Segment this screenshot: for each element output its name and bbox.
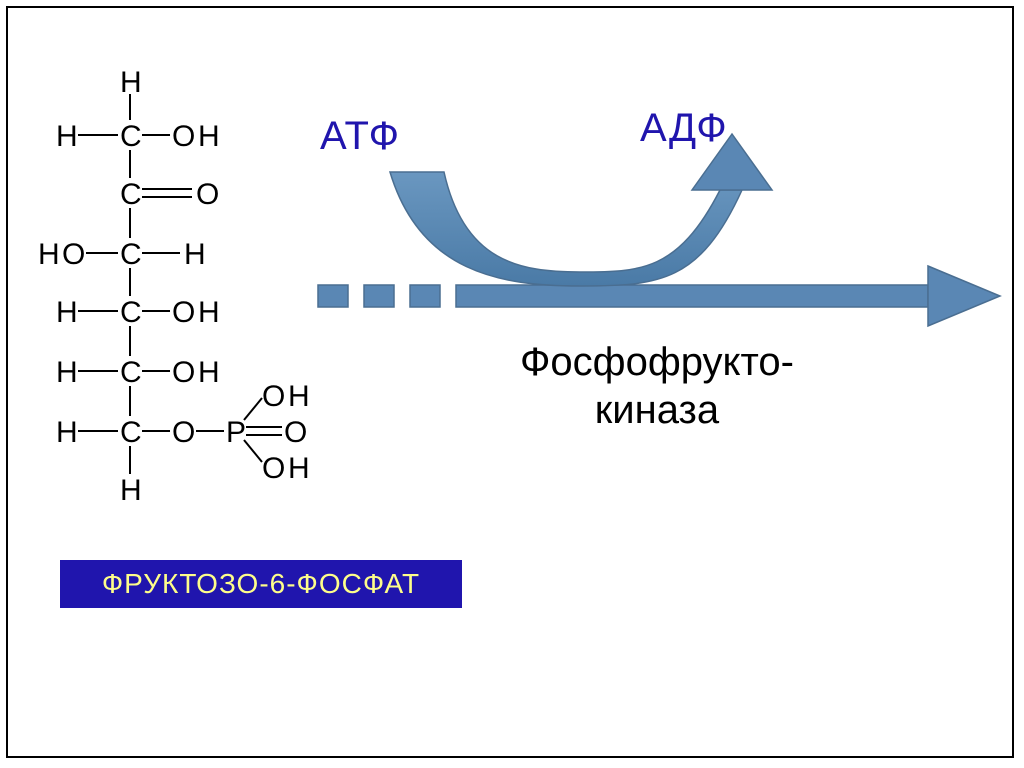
atom-label: H	[288, 454, 310, 484]
bond-horizontal	[246, 426, 282, 428]
bond-horizontal	[246, 434, 282, 436]
atom-label: C	[120, 298, 142, 328]
bond-horizontal	[142, 134, 170, 136]
bond-horizontal	[78, 134, 118, 136]
atom-label: H	[38, 240, 60, 270]
bond-horizontal	[142, 188, 192, 190]
enzyme-label: Фосфофрукто- киназа	[520, 338, 794, 434]
atom-label: C	[120, 240, 142, 270]
bond-vertical	[129, 150, 131, 178]
bond-horizontal	[86, 252, 118, 254]
atom-label: H	[120, 476, 142, 506]
atom-label: H	[198, 122, 220, 152]
atom-label: C	[120, 180, 142, 210]
atom-label: O	[172, 418, 195, 448]
atom-label: H	[56, 418, 78, 448]
atom-label: O	[172, 358, 195, 388]
bond-horizontal	[142, 430, 170, 432]
atom-label: O	[172, 122, 195, 152]
bond-horizontal	[78, 310, 118, 312]
atom-label: C	[120, 418, 142, 448]
bond-vertical	[129, 268, 131, 296]
atom-label: C	[120, 122, 142, 152]
bond-horizontal	[142, 310, 170, 312]
bond-horizontal	[196, 430, 224, 432]
atom-label: O	[262, 382, 285, 412]
bond-diagonal	[242, 396, 264, 422]
bond-vertical	[129, 208, 131, 238]
atom-label: H	[288, 382, 310, 412]
atom-label: O	[62, 240, 85, 270]
adp-label: АДФ	[640, 106, 728, 151]
bond-vertical	[129, 94, 131, 120]
bond-horizontal	[78, 430, 118, 432]
atom-label: O	[284, 418, 307, 448]
atom-label: O	[172, 298, 195, 328]
enzyme-line2: киназа	[595, 388, 719, 432]
atom-label: H	[56, 298, 78, 328]
bond-horizontal	[78, 370, 118, 372]
atom-label: H	[56, 358, 78, 388]
molecule-name-box: ФРУКТОЗО-6-ФОСФАТ	[60, 560, 462, 608]
atom-label: H	[184, 240, 206, 270]
bond-horizontal	[142, 370, 170, 372]
atom-label: H	[198, 358, 220, 388]
bond-vertical	[129, 326, 131, 356]
bond-vertical	[129, 386, 131, 416]
bond-horizontal	[142, 252, 180, 254]
atom-label: C	[120, 358, 142, 388]
bond-diagonal	[242, 438, 264, 464]
enzyme-line1: Фосфофрукто-	[520, 340, 794, 384]
atp-label: АТФ	[320, 114, 400, 159]
bond-horizontal	[142, 196, 192, 198]
atom-label: H	[56, 122, 78, 152]
atom-label: O	[262, 454, 285, 484]
diagram-frame	[6, 6, 1014, 758]
atom-label: O	[196, 180, 219, 210]
atom-label: H	[198, 298, 220, 328]
bond-vertical	[129, 446, 131, 474]
